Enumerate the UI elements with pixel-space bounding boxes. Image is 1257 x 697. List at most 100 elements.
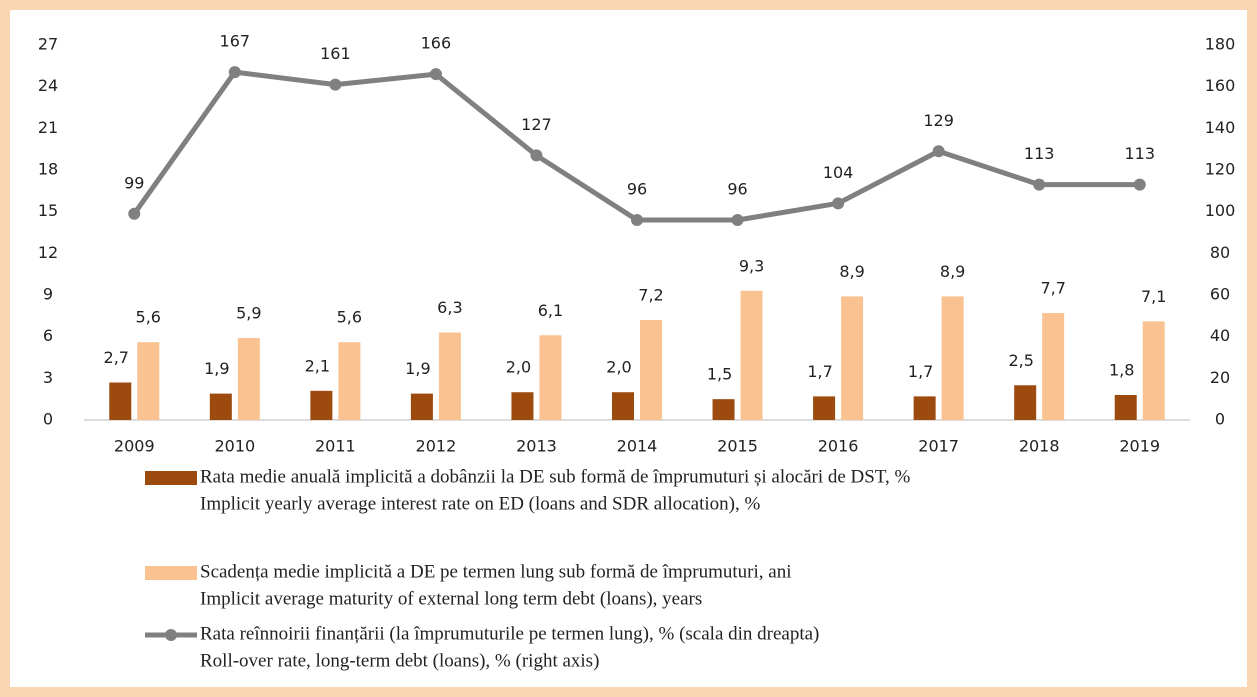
x-tick-label: 2012 (416, 437, 457, 456)
y-tick-label: 3 (43, 368, 53, 387)
x-tick-label: 2009 (114, 437, 155, 456)
line-marker (832, 197, 845, 210)
data-label: 1,7 (807, 362, 832, 381)
data-label: 1,7 (908, 362, 933, 381)
x-tick-label: 2010 (214, 437, 255, 456)
y2-tick-label: 100 (1205, 201, 1236, 220)
data-label: 6,3 (437, 298, 462, 317)
bar (410, 393, 433, 420)
line-marker (731, 214, 744, 226)
data-label: 104 (823, 163, 854, 182)
x-tick-label: 2016 (818, 437, 859, 456)
data-label: 2,1 (305, 356, 330, 375)
data-label: 7,7 (1040, 279, 1065, 298)
bar (813, 396, 836, 420)
bar (1042, 313, 1065, 420)
legend-marker (165, 629, 177, 641)
bar (841, 296, 864, 420)
data-label: 5,6 (136, 308, 161, 327)
legend-label: Rata reînnoirii finanțării (la împrumutu… (200, 623, 819, 644)
bar (237, 338, 260, 420)
data-label: 8,9 (940, 262, 965, 281)
data-label: 8,9 (839, 262, 864, 281)
y2-tick-label: 180 (1205, 35, 1236, 54)
bar (109, 382, 132, 420)
y2-tick-label: 80 (1210, 243, 1230, 262)
data-label: 96 (627, 180, 647, 199)
bar (1114, 395, 1137, 420)
legend-label: Implicit average maturity of external lo… (200, 588, 702, 609)
y-tick-label: 15 (38, 201, 58, 220)
legend-label: Scadența medie implicită a DE pe termen … (200, 561, 791, 582)
line-marker (1133, 178, 1146, 191)
legend-label: Implicit yearly average interest rate on… (200, 493, 760, 514)
legend-label: Rata medie anuală implicită a dobânzii l… (200, 466, 911, 487)
y-tick-label: 18 (38, 160, 58, 179)
y-tick-label: 9 (43, 285, 53, 304)
y2-tick-label: 120 (1205, 160, 1236, 179)
bar (1014, 385, 1037, 420)
legend-swatch (145, 471, 197, 485)
y-tick-label: 12 (38, 243, 58, 262)
data-label: 7,2 (638, 286, 663, 305)
x-tick-label: 2017 (918, 437, 959, 456)
frame (10, 10, 1247, 687)
data-label: 96 (727, 180, 747, 199)
data-label: 161 (320, 44, 351, 63)
data-label: 99 (124, 173, 144, 192)
data-label: 129 (923, 111, 954, 130)
data-label: 5,6 (337, 308, 362, 327)
bar (209, 393, 232, 420)
bar (539, 335, 562, 420)
data-label: 1,5 (707, 365, 732, 384)
y-tick-label: 21 (38, 118, 58, 137)
y-tick-label: 6 (43, 326, 53, 345)
data-label: 2,5 (1008, 351, 1033, 370)
data-label: 1,9 (405, 359, 430, 378)
bar (612, 392, 634, 420)
x-tick-label: 2014 (617, 437, 658, 456)
data-label: 2,0 (606, 358, 631, 377)
y-tick-label: 0 (43, 410, 53, 429)
bar (310, 390, 333, 420)
line-marker (932, 145, 945, 158)
bar (137, 342, 160, 420)
line-marker (1033, 178, 1046, 191)
legend-swatch (145, 566, 197, 580)
x-tick-label: 2015 (717, 437, 758, 456)
x-tick-label: 2013 (516, 437, 557, 456)
data-label: 7,1 (1141, 287, 1166, 306)
bar (640, 320, 662, 420)
data-label: 113 (1124, 144, 1155, 163)
bar (511, 392, 534, 420)
data-label: 5,9 (236, 304, 261, 323)
line-marker (228, 66, 241, 79)
data-label: 167 (220, 32, 251, 51)
bar (438, 332, 461, 420)
data-label: 6,1 (538, 301, 563, 320)
y-tick-label: 27 (38, 35, 58, 54)
bar (712, 399, 735, 420)
line-marker (429, 68, 442, 81)
legend-label: Roll-over rate, long-term debt (loans), … (200, 650, 599, 671)
y2-tick-label: 20 (1210, 368, 1230, 387)
line-marker (631, 214, 643, 226)
y2-tick-label: 0 (1215, 410, 1225, 429)
bar (941, 296, 964, 420)
data-label: 1,8 (1109, 361, 1134, 380)
data-label: 2,7 (104, 348, 129, 367)
data-label: 113 (1024, 144, 1055, 163)
line-marker (530, 149, 543, 162)
y-tick-label: 24 (38, 76, 58, 95)
data-label: 166 (421, 34, 452, 53)
y2-tick-label: 160 (1205, 76, 1236, 95)
x-tick-label: 2019 (1119, 437, 1160, 456)
data-label: 1,9 (204, 359, 229, 378)
x-tick-label: 2018 (1019, 437, 1060, 456)
bar (913, 396, 936, 420)
line-marker (329, 78, 342, 91)
data-label: 2,0 (506, 358, 531, 377)
y2-tick-label: 140 (1205, 118, 1236, 137)
line-marker (128, 207, 141, 220)
